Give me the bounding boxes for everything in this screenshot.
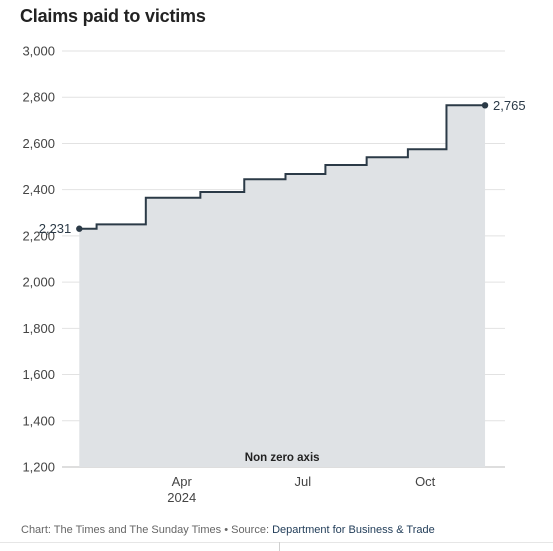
footer-credit: Chart: The Times and The Sunday Times • … xyxy=(21,524,273,536)
footer-source-link[interactable]: Department for Business & Trade xyxy=(272,524,435,536)
footer-tick xyxy=(279,542,280,551)
start-point-marker xyxy=(76,225,83,232)
chart: 1,200 1,400 1,600 1,800 2,000 2,200 2,400 2,600… xyxy=(22,44,526,506)
y-tick-label: 1,800 xyxy=(22,321,55,336)
non-zero-axis-note: Non zero axis xyxy=(245,452,320,464)
footer-divider xyxy=(0,542,553,543)
x-tick-sublabel: 2024 xyxy=(167,490,196,505)
area-layer xyxy=(76,102,489,468)
y-tick-label: 2,200 xyxy=(22,228,55,243)
end-point-marker xyxy=(481,102,489,109)
y-tick-label: 2,000 xyxy=(22,275,55,290)
series-line xyxy=(79,104,486,230)
y-tick-label: 1,400 xyxy=(22,413,55,428)
y-tick-label: 2,400 xyxy=(22,182,55,197)
data-label: 2,765 xyxy=(493,98,526,113)
y-tick-label: 2,600 xyxy=(22,136,55,151)
x-tick-label: Apr xyxy=(172,474,193,489)
y-tick-label: 1,600 xyxy=(22,367,55,382)
data-labels: 2,231 2,765 xyxy=(39,98,526,236)
x-tick-label: Oct xyxy=(415,474,436,489)
y-tick-label: 2,800 xyxy=(22,90,55,105)
data-label: 2,231 xyxy=(39,221,72,236)
chart-footer: Chart: The Times and The Sunday Times • … xyxy=(21,524,435,536)
x-tick-label: Jul xyxy=(294,474,311,489)
series-area xyxy=(79,105,486,468)
y-axis-labels: 1,200 1,400 1,600 1,800 2,000 2,200 2,400 2,600… xyxy=(22,44,55,475)
y-tick-label: 1,200 xyxy=(22,460,55,475)
y-tick-label: 3,000 xyxy=(22,44,55,59)
chart-title: Claims paid to victims xyxy=(20,6,206,26)
